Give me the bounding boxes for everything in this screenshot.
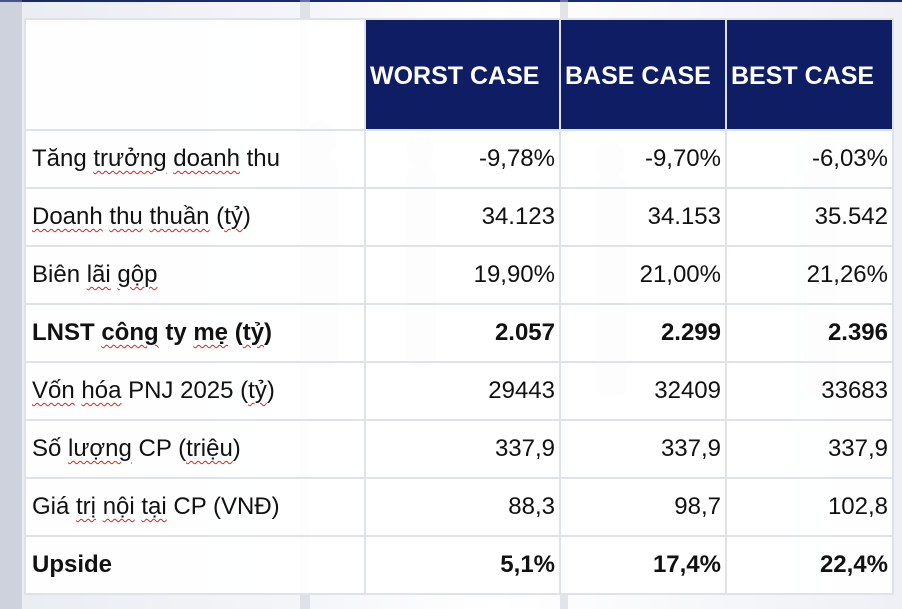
row-label-part: tỷ [224, 203, 243, 230]
table-row: Vốn hóa PNJ 2025 (tỷ) 29443 32409 33683 [24, 361, 894, 421]
row-label: Biên lãi gộp [24, 245, 366, 305]
row-label-part: ( [228, 319, 243, 346]
row-label-part: hóa [81, 377, 122, 404]
header-worst-case: WORST CASE [364, 18, 561, 131]
row-label: LNST công ty mẹ (tỷ) [24, 303, 366, 363]
row-label-part: ty [158, 319, 194, 346]
row-label-part: Tăng [32, 145, 94, 172]
best-case-value: 33683 [725, 361, 894, 421]
row-label: Tăng trưởng doanh thu [24, 129, 366, 189]
row-label-part: PNJ 2025 ( [121, 377, 249, 404]
row-label-part: Số [32, 435, 69, 462]
worst-case-value: 88,3 [364, 477, 561, 537]
best-case-value: 35.542 [725, 187, 894, 247]
upside-base-value: 17,4% [559, 535, 727, 595]
upside-best-value: 22,4% [725, 535, 894, 595]
row-label-part: thu [239, 145, 280, 172]
scenario-table: WORST CASE BASE CASE BEST CASE Tăng trưở… [24, 18, 894, 595]
worst-case-value: 34.123 [364, 187, 561, 247]
table-row: Tăng trưởng doanh thu -9,78% -9,70% -6,03% [24, 129, 894, 189]
row-label-part: nội [102, 493, 135, 520]
row-label-part [96, 493, 103, 520]
row-label-part: tại [141, 493, 167, 520]
row-label-part: doanh [173, 145, 240, 172]
upside-worst-value: 5,1% [364, 535, 561, 595]
worst-case-value: 337,9 [364, 419, 561, 479]
upside-row: Upside 5,1% 17,4% 22,4% [24, 535, 894, 595]
row-label-part: triệu [186, 435, 233, 462]
row-label: Doanh thu thuần (tỷ) [24, 187, 366, 247]
row-label-part: ( [209, 203, 225, 230]
row-label-part: ) [266, 377, 275, 404]
worst-case-value: 29443 [364, 361, 561, 421]
worst-case-value: 19,90% [364, 245, 561, 305]
worst-case-value: 2.057 [364, 303, 561, 363]
base-case-value: 32409 [559, 361, 727, 421]
table-row: Biên lãi gộp 19,90% 21,00% 21,26% [24, 245, 894, 305]
base-case-value: 21,00% [559, 245, 727, 305]
row-label: Giá trị nội tại CP (VNĐ) [24, 477, 366, 537]
table-row: LNST công ty mẹ (tỷ) 2.057 2.299 2.396 [24, 303, 894, 363]
header-best-case: BEST CASE [725, 18, 894, 131]
row-label-part: lượng [68, 435, 132, 462]
base-case-value: 34.153 [559, 187, 727, 247]
best-case-value: 2.396 [725, 303, 894, 363]
row-label-part: CP ( [131, 435, 187, 462]
row-label-part: gộp [117, 261, 158, 288]
row-label-part: Biên [32, 261, 87, 288]
row-label-part: thu [109, 203, 143, 230]
row-label-part: CP (VNĐ) [166, 493, 280, 520]
row-label: Số lượng CP (triệu) [24, 419, 366, 479]
base-case-value: -9,70% [559, 129, 727, 189]
best-case-value: -6,03% [725, 129, 894, 189]
top-accent-line [0, 0, 902, 2]
table-row: Giá trị nội tại CP (VNĐ) 88,3 98,7 102,8 [24, 477, 894, 537]
row-label-part: trưởng [93, 145, 167, 172]
base-case-value: 98,7 [559, 477, 727, 537]
row-label-part: trị [76, 493, 97, 520]
table-row: Doanh thu thuần (tỷ) 34.123 34.153 35.542 [24, 187, 894, 247]
header-base-case: BASE CASE [559, 18, 727, 131]
row-label-part: mẹ [193, 319, 229, 346]
row-label-part: tỷ [242, 319, 265, 346]
upside-label: Upside [24, 535, 366, 595]
table-row: Số lượng CP (triệu) 337,9 337,9 337,9 [24, 419, 894, 479]
row-label: Vốn hóa PNJ 2025 (tỷ) [24, 361, 366, 421]
best-case-value: 337,9 [725, 419, 894, 479]
row-label-part: ) [242, 203, 251, 230]
worst-case-value: -9,78% [364, 129, 561, 189]
row-label-part: Doanh [32, 203, 103, 230]
row-label-part: lãi [86, 261, 111, 288]
row-label-part: ) [232, 435, 241, 462]
row-label-part: công [101, 319, 159, 346]
best-case-value: 21,26% [725, 245, 894, 305]
best-case-value: 102,8 [725, 477, 894, 537]
row-label-part: ) [264, 319, 273, 346]
header-row: WORST CASE BASE CASE BEST CASE [24, 18, 894, 131]
scenario-table-body: WORST CASE BASE CASE BEST CASE Tăng trưở… [24, 18, 894, 595]
row-label-part: LNST [32, 319, 102, 346]
row-label-part: thuần [149, 203, 210, 230]
row-label-part: Giá [32, 493, 77, 520]
row-label-part: Vốn [32, 377, 75, 404]
header-cell-blank [24, 18, 366, 131]
row-label-part: tỷ [248, 377, 267, 404]
base-case-value: 337,9 [559, 419, 727, 479]
base-case-value: 2.299 [559, 303, 727, 363]
